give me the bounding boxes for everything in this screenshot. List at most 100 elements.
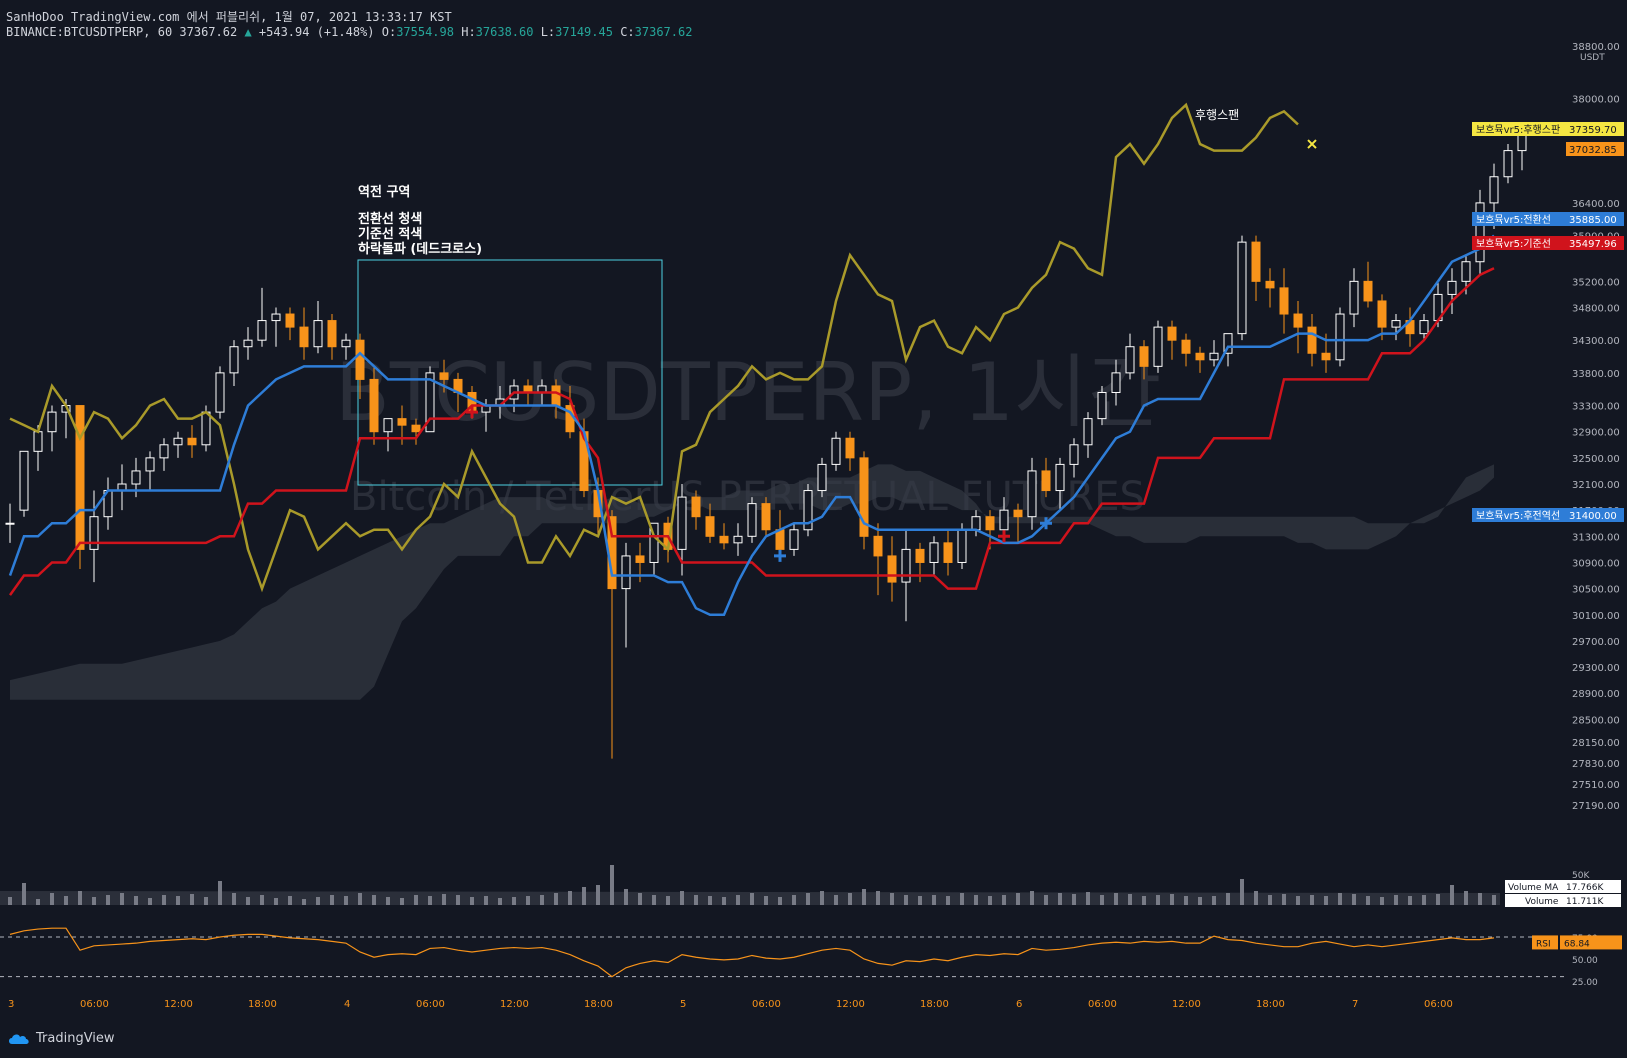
annotation-line3: 하락돌파 (데드크로스) bbox=[358, 242, 483, 257]
volume-bar bbox=[428, 896, 432, 905]
candle-body bbox=[1223, 333, 1233, 354]
y-tick-label: 29700.00 bbox=[1572, 637, 1620, 648]
volume-bar bbox=[302, 899, 306, 905]
candle-body bbox=[1027, 470, 1037, 518]
candle-body bbox=[271, 313, 281, 322]
symbol-name: BINANCE:BTCUSDTPERP, 60 bbox=[6, 25, 173, 39]
candle-body bbox=[243, 339, 253, 348]
price-tag-value: 37032.85 bbox=[1569, 145, 1617, 156]
volume-bar bbox=[344, 896, 348, 905]
volume-bar bbox=[386, 897, 390, 905]
volume-bar bbox=[470, 897, 474, 905]
y-tick-label: 31300.00 bbox=[1572, 532, 1620, 543]
annotation-line1: 전환선 청색 bbox=[358, 212, 423, 227]
candle-body bbox=[1083, 418, 1093, 446]
volume-bar bbox=[946, 896, 950, 905]
x-tick-label: 3 bbox=[8, 999, 14, 1010]
volume-bar bbox=[8, 897, 12, 905]
volume-bar bbox=[1338, 893, 1342, 905]
volume-label-bg bbox=[1505, 894, 1563, 907]
volume-ma-value: 17.766K bbox=[1566, 883, 1604, 893]
candle-body bbox=[761, 503, 771, 531]
candle-body bbox=[943, 542, 953, 563]
candle-body bbox=[1209, 352, 1219, 361]
volume-bar bbox=[918, 896, 922, 905]
volume-bar bbox=[1170, 894, 1174, 905]
volume-bar bbox=[722, 897, 726, 905]
y-tick-label: 38800.00 bbox=[1572, 42, 1620, 53]
y-tick-label: 34300.00 bbox=[1572, 336, 1620, 347]
cross-marker bbox=[774, 549, 786, 562]
x-tick-label: 06:00 bbox=[1424, 999, 1453, 1010]
y-tick-label: 33300.00 bbox=[1572, 402, 1620, 413]
rsi-tick-label: 25.00 bbox=[1572, 978, 1598, 988]
candle-body bbox=[1139, 346, 1149, 367]
candle-body bbox=[5, 522, 15, 525]
lagging-span-label: 후행스팬 bbox=[1195, 108, 1240, 122]
volume-bar bbox=[974, 895, 978, 905]
volume-ma-value-bg bbox=[1563, 880, 1621, 893]
candle-body bbox=[817, 463, 827, 492]
price-tag-value-bg bbox=[1566, 236, 1624, 250]
candle-body bbox=[733, 535, 743, 544]
candle-body bbox=[887, 555, 897, 583]
tradingview-logo[interactable]: TradingView bbox=[8, 1031, 115, 1046]
candle-body bbox=[901, 548, 911, 583]
base-line bbox=[8, 267, 1495, 596]
volume-bar bbox=[526, 896, 530, 905]
volume-bar bbox=[778, 897, 782, 905]
candle-body bbox=[1251, 241, 1261, 282]
candle-body bbox=[355, 339, 365, 380]
candle-body bbox=[411, 424, 421, 433]
volume-bar bbox=[1478, 893, 1482, 905]
candle-body bbox=[397, 418, 407, 426]
volume-bar bbox=[862, 889, 866, 905]
volume-bar bbox=[190, 894, 194, 905]
candle-body bbox=[1195, 352, 1205, 361]
candle-body bbox=[705, 516, 715, 537]
volume-bar bbox=[442, 894, 446, 905]
y-tick-label: 29300.00 bbox=[1572, 663, 1620, 674]
candle-body bbox=[1363, 280, 1373, 302]
volume-bar bbox=[1394, 895, 1398, 905]
volume-bar bbox=[736, 895, 740, 905]
price-tag-value: 37359.70 bbox=[1569, 125, 1617, 136]
candle-body bbox=[299, 326, 309, 348]
candle-body bbox=[33, 431, 43, 452]
candle-body bbox=[19, 450, 29, 511]
volume-bar bbox=[932, 895, 936, 905]
x-tick-label: 18:00 bbox=[248, 999, 277, 1010]
volume-ma-label: Volume MA bbox=[1508, 883, 1559, 893]
volume-bar bbox=[1324, 896, 1328, 905]
x-tick-label: 06:00 bbox=[752, 999, 781, 1010]
rsi-line bbox=[9, 927, 1495, 978]
candle-body bbox=[719, 535, 729, 544]
volume-value: 11.711K bbox=[1566, 897, 1604, 907]
candle-body bbox=[89, 516, 99, 550]
volume-bar bbox=[1380, 897, 1384, 905]
volume-bar bbox=[960, 893, 964, 905]
price-tag-value-bg bbox=[1566, 212, 1624, 226]
volume-bar bbox=[22, 883, 26, 905]
y-tick-label: 27830.00 bbox=[1572, 759, 1620, 770]
volume-bar bbox=[1114, 893, 1118, 905]
y-tick-label: 38000.00 bbox=[1572, 94, 1620, 105]
volume-bar bbox=[1422, 895, 1426, 905]
price-tag-name: 보흐뮥vr5:후전역선 bbox=[1476, 510, 1560, 522]
candle-body bbox=[985, 516, 995, 531]
close-value: 37367.62 bbox=[634, 25, 693, 39]
price-tag-value: 35497.96 bbox=[1569, 239, 1617, 250]
volume-bar bbox=[876, 891, 880, 905]
candle-body bbox=[999, 509, 1009, 531]
volume-label: Volume bbox=[1525, 897, 1559, 907]
volume-bar bbox=[652, 895, 656, 905]
candle-body bbox=[341, 339, 351, 348]
volume-bar bbox=[204, 897, 208, 905]
candle-body bbox=[257, 320, 267, 341]
volume-bar bbox=[1366, 896, 1370, 905]
candle-body bbox=[831, 437, 841, 465]
volume-bar bbox=[568, 891, 572, 905]
volume-ma-label-bg bbox=[1505, 880, 1563, 893]
price-tag-bg bbox=[1472, 122, 1566, 136]
